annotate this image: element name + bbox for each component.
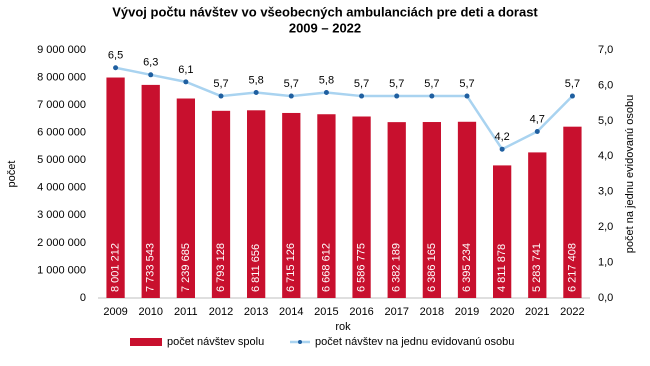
y-tick-label: 7 000 000 xyxy=(37,99,86,111)
bar xyxy=(317,114,336,298)
bar xyxy=(141,84,160,299)
line-value-label: 5,7 xyxy=(213,78,228,90)
bar-value-label: 6 386 165 xyxy=(426,243,438,292)
y-tick-label: 9 000 000 xyxy=(37,44,86,56)
chart-subtitle: 2009 – 2022 xyxy=(289,20,361,35)
x-tick-label: 2009 xyxy=(103,306,127,318)
x-tick-label: 2021 xyxy=(525,306,549,318)
line-marker xyxy=(183,79,189,85)
y2-tick-label: 3,0 xyxy=(598,186,613,198)
y2-tick-label: 4,0 xyxy=(598,150,613,162)
y-tick-label: 6 000 000 xyxy=(37,127,86,139)
bar xyxy=(176,98,195,298)
x-tick-label: 2014 xyxy=(279,306,303,318)
y-tick-label: 5 000 000 xyxy=(37,154,86,166)
line-value-label: 5,8 xyxy=(248,74,263,86)
x-tick-label: 2013 xyxy=(244,306,268,318)
line-marker xyxy=(429,93,435,99)
bar-value-label: 4 811 878 xyxy=(496,244,508,292)
bar xyxy=(352,116,371,298)
line xyxy=(115,66,574,151)
bar-value-label: 6 811 656 xyxy=(250,244,262,292)
x-tick-label: 2017 xyxy=(384,306,408,318)
bar xyxy=(211,110,231,298)
line-marker xyxy=(253,90,259,96)
line-value-label: 5,7 xyxy=(354,78,369,90)
bar xyxy=(457,121,477,298)
x-tick-label: 2018 xyxy=(420,306,444,318)
y-tick-label: 2 000 000 xyxy=(37,237,86,249)
bar-value-label: 6 217 408 xyxy=(566,243,578,292)
x-axis-title: rok xyxy=(335,321,351,333)
line-value-label: 5,7 xyxy=(389,78,404,90)
line-marker xyxy=(288,93,294,99)
y2-tick-label: 1,0 xyxy=(598,256,613,268)
bar-value-label: 6 382 189 xyxy=(391,243,403,292)
legend-label: počet návštev spolu xyxy=(167,336,264,348)
bar-value-label: 6 715 126 xyxy=(285,243,297,292)
line-marker xyxy=(394,93,400,99)
bar xyxy=(387,122,406,298)
bar-value-label: 8 001 212 xyxy=(109,243,121,292)
line-value-label: 6,3 xyxy=(143,57,158,69)
y-tick-label: 0 xyxy=(80,292,86,304)
bar-value-label: 7 733 543 xyxy=(145,243,157,292)
bar xyxy=(563,126,582,298)
x-tick-label: 2019 xyxy=(455,306,479,318)
line-value-label: 6,5 xyxy=(108,50,123,62)
y-tick-label: 4 000 000 xyxy=(37,182,86,194)
legend-label: počet návštev na jednu evidovanú osobu xyxy=(315,336,514,348)
line-marker xyxy=(464,93,470,99)
y2-tick-label: 2,0 xyxy=(598,221,613,233)
y2-tick-label: 0,0 xyxy=(598,292,613,304)
x-tick-label: 2016 xyxy=(349,306,373,318)
line-marker xyxy=(323,90,329,96)
line-value-label: 5,7 xyxy=(565,78,580,90)
legend-marker xyxy=(298,340,302,344)
line-value-label: 5,7 xyxy=(459,78,474,90)
bar xyxy=(493,165,512,298)
x-tick-label: 2020 xyxy=(490,306,514,318)
bar-value-label: 6 793 128 xyxy=(215,243,227,292)
line-value-label: 4,2 xyxy=(494,131,509,143)
bar-value-label: 6 668 612 xyxy=(320,243,332,292)
y-tick-label: 8 000 000 xyxy=(37,71,86,83)
x-tick-label: 2012 xyxy=(209,306,233,318)
y2-axis-title: počet na jednu evidovanú osobu xyxy=(624,95,636,253)
y-tick-label: 1 000 000 xyxy=(37,264,86,276)
x-tick-label: 2022 xyxy=(560,306,584,318)
legend-swatch xyxy=(130,338,162,346)
x-tick-label: 2010 xyxy=(138,306,162,318)
bar xyxy=(422,122,441,299)
y-axis-title: počet xyxy=(6,161,18,188)
line-value-label: 6,1 xyxy=(178,64,193,76)
bar xyxy=(282,112,301,299)
y2-tick-label: 6,0 xyxy=(598,79,613,91)
bar-value-label: 6 586 775 xyxy=(355,243,367,292)
line-marker xyxy=(359,93,365,99)
bar-value-label: 5 283 741 xyxy=(531,243,543,292)
line-marker xyxy=(113,65,119,71)
bar-value-label: 6 395 234 xyxy=(461,243,473,292)
x-tick-label: 2015 xyxy=(314,306,338,318)
line-value-label: 5,7 xyxy=(284,78,299,90)
y-tick-label: 3 000 000 xyxy=(37,209,86,221)
line-value-label: 4,7 xyxy=(530,113,545,125)
chart-title: Vývoj počtu návštev vo všeobecných ambul… xyxy=(112,4,538,19)
y2-tick-label: 7,0 xyxy=(598,44,613,56)
line-marker xyxy=(569,93,575,99)
line-marker xyxy=(499,146,505,152)
line-value-label: 5,7 xyxy=(424,78,439,90)
bar xyxy=(106,77,125,298)
bar xyxy=(247,110,266,299)
bar-value-label: 7 239 685 xyxy=(180,243,192,292)
x-tick-label: 2011 xyxy=(174,306,198,318)
line-marker xyxy=(218,93,224,99)
bar xyxy=(528,152,547,298)
line-marker xyxy=(534,128,540,134)
line-value-label: 5,8 xyxy=(319,74,334,86)
y2-tick-label: 5,0 xyxy=(598,115,613,127)
line-marker xyxy=(148,72,154,78)
